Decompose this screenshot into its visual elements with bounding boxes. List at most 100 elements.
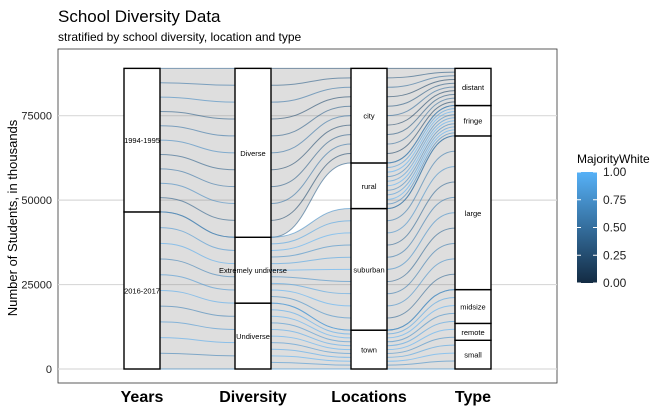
y-tick-label: 0 [46, 364, 52, 376]
flow-thread [386, 328, 456, 351]
flow-thread [386, 93, 456, 136]
flow-thread [159, 182, 236, 204]
flow-thread [386, 86, 456, 117]
flow-thread [386, 129, 456, 200]
flow-thread [386, 79, 456, 98]
stratum-label: Extremely undiverse [219, 266, 287, 275]
flow-thread [386, 336, 456, 354]
flow-thread [270, 143, 352, 204]
y-tick-label: 50000 [21, 195, 52, 207]
flow-thread [159, 197, 236, 221]
x-axis-category-label: Diversity [219, 389, 287, 406]
flow-thread [159, 305, 236, 317]
flow-thread [270, 328, 352, 347]
flow-thread [159, 242, 236, 265]
stratum-label: town [361, 346, 377, 355]
flow-thread [270, 134, 352, 188]
flow-thread [386, 132, 456, 205]
stratum-label: distant [462, 83, 485, 92]
flow-thread [386, 352, 456, 362]
flow-thread [159, 125, 236, 137]
flow-thread [386, 90, 456, 126]
flow-thread [386, 101, 456, 154]
flow-thread [270, 348, 352, 358]
flow-thread [386, 150, 456, 222]
legend-tick-label: 0.75 [603, 193, 627, 207]
flow-thread [270, 268, 352, 271]
flow-thread [270, 315, 352, 339]
flow-thread [386, 135, 456, 210]
flow-thread [270, 361, 352, 366]
flow-thread [270, 309, 352, 335]
flow-thread [386, 126, 456, 196]
stratum-box [454, 288, 492, 325]
flow-thread [386, 360, 456, 366]
flow-thread [270, 289, 352, 307]
legend-title: MajorityWhite [577, 152, 650, 166]
flow-thread [386, 243, 456, 295]
flow-thread [386, 117, 456, 182]
flow-thread [270, 355, 352, 362]
flow-thread [270, 342, 352, 354]
flow-thread [386, 312, 456, 343]
flow-thread [270, 220, 352, 245]
y-tick-label: 75000 [21, 111, 52, 123]
flow-thread [159, 321, 236, 330]
flow-thread [386, 320, 456, 347]
x-axis-category-label: Locations [331, 389, 407, 406]
flow-thread [270, 105, 352, 137]
flow-thread [386, 97, 456, 145]
flow-thread [386, 289, 456, 331]
flow-thread [270, 302, 352, 331]
stratum-box [454, 135, 492, 291]
legend-tick-label: 0.25 [603, 248, 627, 262]
stratum-label: 1994-1995 [124, 136, 160, 145]
legend-tick-label: 0.00 [603, 276, 627, 290]
flow-thread [386, 120, 456, 187]
stratum-label: midsize [460, 303, 485, 312]
flow-thread [159, 337, 236, 344]
flow-thread [386, 196, 456, 258]
flow-thread [159, 154, 236, 171]
legend-tick-label: 0.50 [603, 221, 627, 235]
flow-thread [159, 352, 236, 357]
flow-thread [270, 96, 352, 120]
flow-thread [386, 75, 456, 88]
legend-tick-label: 1.00 [603, 165, 627, 179]
flow-thread [159, 110, 236, 120]
chart-title: School Diversity Data [58, 7, 221, 26]
flow-thread [159, 211, 236, 238]
flow-band [160, 68, 235, 238]
flow-band [271, 68, 351, 238]
stratum-label: Diverse [240, 149, 265, 158]
flow-thread [386, 71, 456, 79]
flow-thread [386, 273, 456, 319]
y-axis-label: Number of Students, in thousands [5, 119, 20, 316]
stratum-box [123, 211, 161, 370]
flow-thread [159, 139, 236, 154]
flow-thread [270, 276, 352, 283]
flow-thread [270, 335, 352, 351]
flow-thread [386, 258, 456, 307]
flow-thread [270, 86, 352, 103]
stratum-box [234, 236, 272, 304]
stratum-label: large [465, 209, 482, 218]
flow-thread [159, 168, 236, 188]
stratum-box [234, 67, 272, 238]
legend-colorbar [577, 172, 597, 283]
flow-thread [270, 256, 352, 265]
x-axis-category-label: Years [121, 389, 164, 406]
stratum-label: suburban [353, 265, 384, 274]
stratum-label: 2016-2017 [124, 286, 160, 295]
flow-thread [270, 162, 352, 238]
flow-thread [386, 166, 456, 234]
stratum-label: Undiverse [236, 332, 270, 341]
flow-thread [386, 114, 456, 178]
y-tick-label: 25000 [21, 280, 52, 292]
flow-thread [386, 297, 456, 335]
stratum-box [350, 162, 388, 210]
flow-thread [386, 108, 456, 169]
stratum-box [123, 67, 161, 213]
flow-thread [270, 296, 352, 319]
